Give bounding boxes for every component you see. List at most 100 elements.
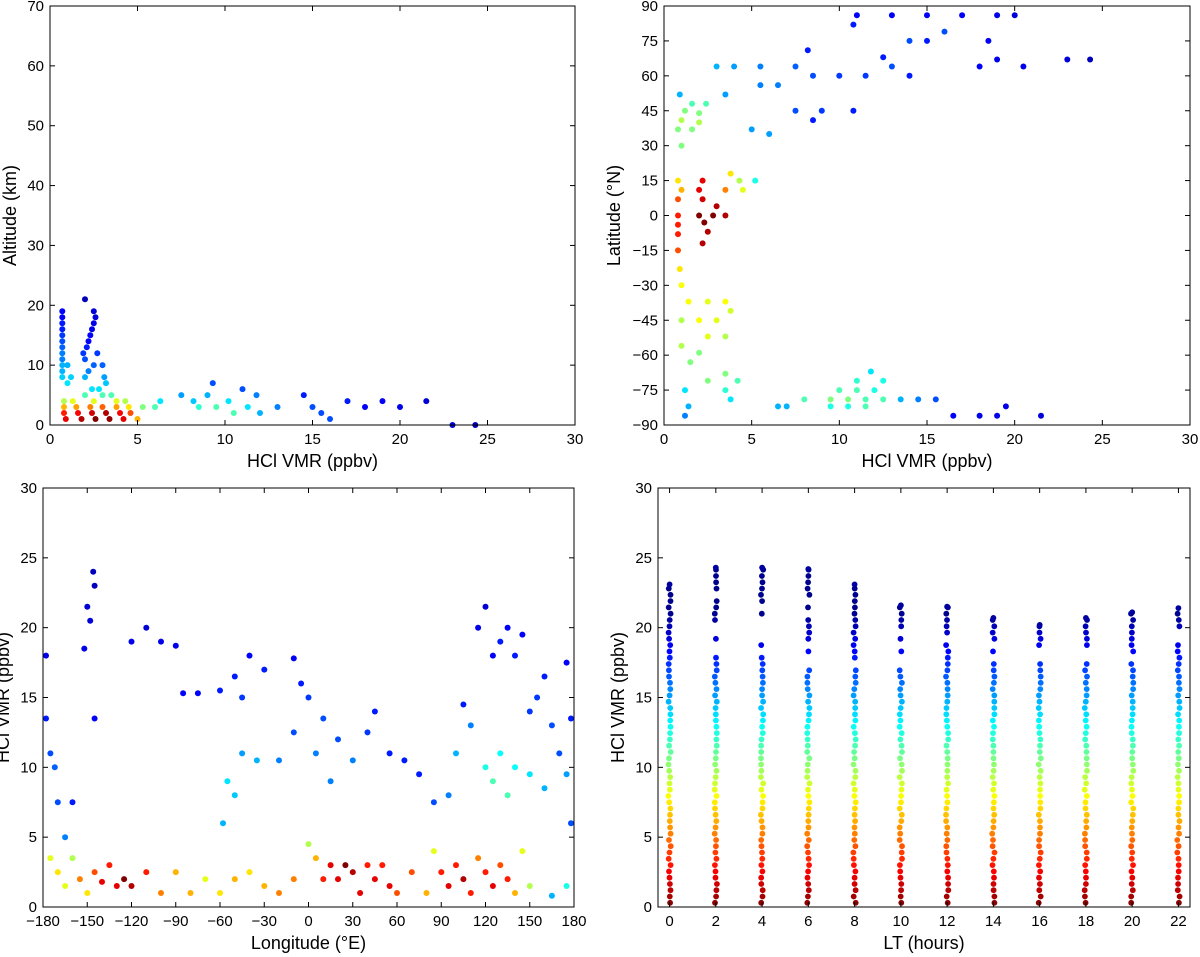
data-point [714, 743, 720, 749]
data-point [1175, 887, 1181, 893]
data-point [943, 642, 949, 648]
data-point [679, 282, 685, 288]
data-point [759, 693, 765, 699]
data-point [714, 661, 720, 667]
data-point [898, 881, 904, 887]
data-point [712, 693, 718, 699]
data-point [758, 774, 764, 780]
data-point [254, 392, 260, 398]
data-point [805, 605, 811, 611]
plot-frame [50, 6, 575, 425]
data-point [90, 569, 96, 575]
data-point [851, 686, 857, 692]
data-point [679, 343, 685, 349]
data-point [453, 750, 459, 756]
data-point [1129, 609, 1135, 615]
y-tick-label: −90 [633, 417, 658, 434]
data-point [1175, 611, 1181, 617]
data-point [992, 850, 998, 856]
data-point [992, 711, 998, 717]
data-point [1082, 667, 1088, 673]
data-point [1129, 693, 1135, 699]
data-point [728, 308, 734, 314]
data-point [126, 404, 132, 410]
data-point [713, 705, 719, 711]
data-point [897, 774, 903, 780]
data-point [853, 843, 859, 849]
data-point [1129, 818, 1135, 824]
data-point [313, 855, 319, 861]
x-tick-label: −120 [115, 913, 149, 930]
data-point [1036, 718, 1042, 724]
data-point [1036, 900, 1042, 906]
data-point [568, 820, 574, 826]
data-point [87, 618, 93, 624]
data-point [1036, 837, 1042, 843]
data-point [460, 876, 466, 882]
x-axis-label: HCl VMR (ppbv) [247, 451, 378, 471]
data-point [196, 404, 202, 410]
data-point [944, 869, 950, 875]
data-point [682, 387, 688, 393]
data-point [712, 787, 718, 793]
data-point [327, 416, 333, 422]
data-point [990, 730, 996, 736]
data-point [898, 887, 904, 893]
data-point [851, 894, 857, 900]
data-point [667, 774, 673, 780]
data-point [990, 630, 996, 636]
data-point [61, 404, 67, 410]
data-point [760, 579, 766, 585]
data-point [760, 699, 766, 705]
data-point [1037, 825, 1043, 831]
data-point [944, 894, 950, 900]
data-point [851, 856, 857, 862]
data-point [722, 299, 728, 305]
data-point [687, 359, 693, 365]
data-point [713, 850, 719, 856]
data-point [1129, 831, 1135, 837]
data-point [93, 416, 99, 422]
data-point [1176, 793, 1182, 799]
data-point [387, 750, 393, 756]
data-point [1129, 730, 1135, 736]
data-point [92, 583, 98, 589]
data-point [1037, 661, 1043, 667]
data-point [760, 711, 766, 717]
data-point [1038, 781, 1044, 787]
data-point [232, 792, 238, 798]
data-point [806, 718, 812, 724]
data-point [667, 693, 673, 699]
data-point [899, 856, 905, 862]
data-point [945, 875, 951, 881]
data-point [52, 764, 58, 770]
data-point [365, 729, 371, 735]
data-point [713, 749, 719, 755]
data-point [897, 686, 903, 692]
data-point [1037, 667, 1043, 673]
x-tick-label: 180 [561, 913, 586, 930]
data-point [805, 737, 811, 743]
data-point [91, 398, 97, 404]
data-point [100, 404, 106, 410]
data-point [897, 806, 903, 812]
data-point [1082, 737, 1088, 743]
x-tick-label: 14 [985, 913, 1002, 930]
data-point [1176, 661, 1182, 667]
data-point [759, 724, 765, 730]
data-point [945, 856, 951, 862]
data-point [804, 730, 810, 736]
data-point [806, 837, 812, 843]
data-point [667, 680, 673, 686]
data-point [1037, 711, 1043, 717]
data-point [1177, 655, 1183, 661]
data-point [943, 674, 949, 680]
data-point [679, 317, 685, 323]
data-point [1083, 881, 1089, 887]
data-point [760, 894, 766, 900]
data-point [819, 108, 825, 114]
data-point [759, 843, 765, 849]
data-point [59, 374, 65, 380]
data-point [784, 403, 790, 409]
